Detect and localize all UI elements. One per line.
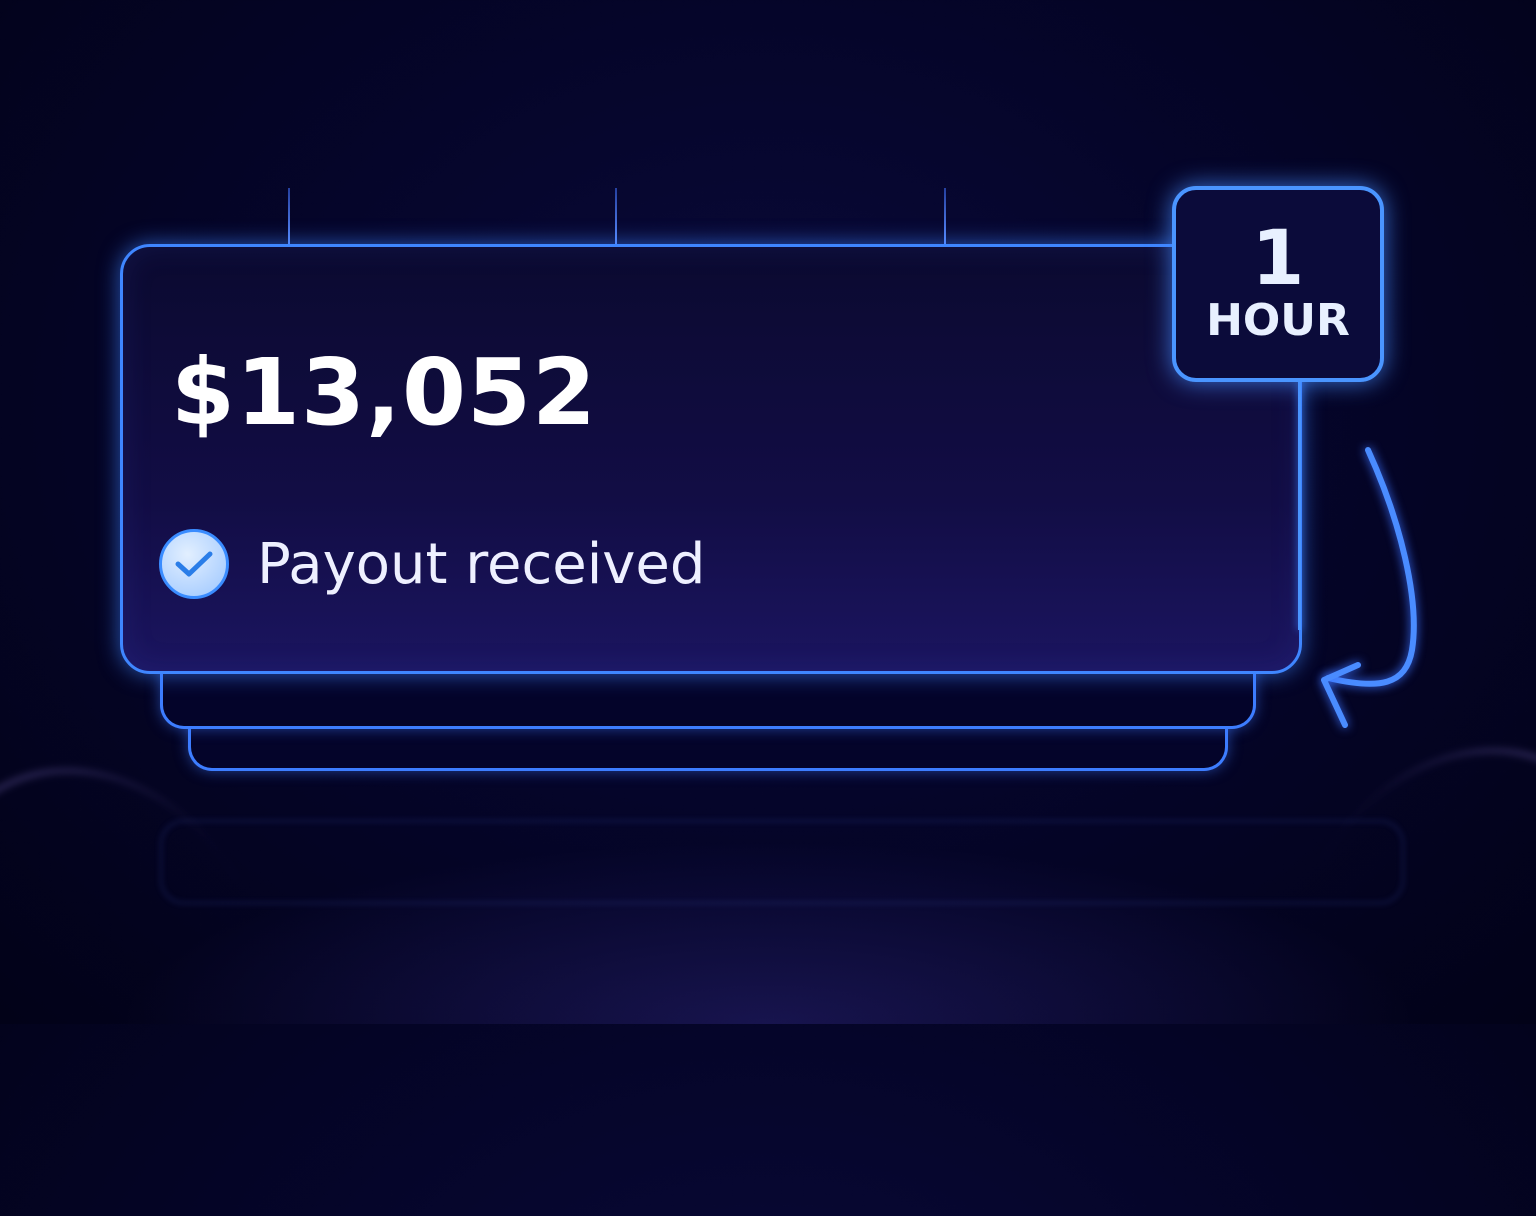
timeline-tick (944, 188, 946, 244)
payout-card: $13,052 Payout received (120, 244, 1302, 674)
badge-unit: HOUR (1206, 295, 1350, 346)
curved-arrow-icon (1321, 447, 1417, 728)
timeline-tick (288, 188, 290, 244)
card-reflection (160, 820, 1404, 904)
time-badge: 1 HOUR (1172, 186, 1384, 382)
payout-amount: $13,052 (171, 339, 598, 446)
badge-connector-line (1298, 382, 1301, 630)
payout-status-label: Payout received (257, 531, 706, 597)
check-circle-icon (159, 529, 229, 599)
timeline-tick (615, 188, 617, 244)
badge-number: 1 (1251, 213, 1305, 302)
payout-status: Payout received (159, 529, 705, 599)
